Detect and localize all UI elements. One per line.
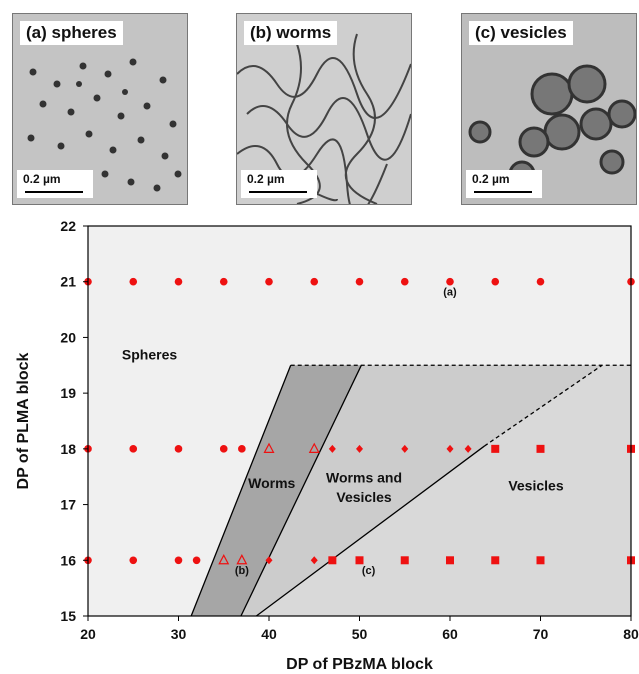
sphere-marker — [536, 277, 545, 286]
sphere-marker — [238, 445, 246, 453]
x-tick-label: 40 — [261, 626, 277, 642]
sphere-marker — [192, 556, 201, 565]
region-label: Vesicles — [508, 478, 563, 494]
chart-axes: 20 30 40 50 60 70 80 15 16 17 18 19 20 21 22 DP of PBzM… — [15, 218, 639, 673]
x-tick-label: 30 — [171, 626, 187, 642]
worm-marker — [218, 554, 230, 565]
y-tick-label: 21 — [60, 274, 76, 290]
region-label: Worms — [248, 475, 295, 491]
x-tick-label: 50 — [352, 626, 368, 642]
worms-vesicles-marker — [328, 444, 336, 453]
scale-bar-spheres: 0.2 µm — [17, 170, 93, 198]
panel-label-vesicles: (c) vesicles — [469, 21, 573, 45]
point-label: (b) — [235, 565, 249, 577]
panel-label-spheres: (a) spheres — [20, 21, 123, 45]
y-tick-label: 17 — [60, 497, 76, 513]
worm-marker — [236, 554, 248, 565]
sphere-marker — [446, 277, 454, 286]
vesicle-marker — [491, 556, 500, 565]
sphere-marker — [129, 445, 138, 453]
worms-vesicles-marker — [401, 444, 409, 453]
y-tick-label: 16 — [60, 552, 76, 568]
point-label: (a) — [443, 287, 457, 299]
point-label: (c) — [362, 565, 376, 577]
sphere-marker — [174, 556, 183, 565]
region-label: Vesicles — [336, 489, 391, 505]
scale-bar-vesicles: 0.2 µm — [466, 170, 542, 198]
region-vesicles — [256, 365, 631, 616]
tem-panel-vesicles: (c) vesicles 0.2 µm — [461, 13, 637, 205]
region-worms-vesicles — [240, 365, 603, 616]
y-tick-label: 19 — [60, 385, 76, 401]
boundary-line-0 — [190, 365, 292, 617]
y-tick-label: 22 — [60, 218, 76, 234]
phase-boundaries — [190, 364, 631, 617]
boundary-line-2 — [240, 365, 362, 617]
sphere-marker — [219, 445, 228, 453]
x-tick-label: 80 — [623, 626, 639, 642]
sphere-marker — [265, 277, 273, 286]
y-tick-label: 20 — [60, 329, 76, 345]
region-worms — [191, 365, 362, 616]
x-tick-label: 20 — [80, 626, 96, 642]
vesicle-marker — [536, 556, 545, 565]
x-axis-label: DP of PBzMA block — [286, 656, 433, 673]
vesicle-marker — [328, 556, 337, 565]
y-axis-label: DP of PLMA block — [15, 352, 32, 489]
scale-bar-label: 0.2 µm — [472, 172, 510, 186]
data-markers — [84, 277, 635, 565]
boundary-line-4 — [484, 364, 603, 447]
scale-bar-label: 0.2 µm — [247, 172, 285, 186]
vesicle-marker — [536, 444, 545, 453]
tem-panel-worms: (b) worms 0.2 µm — [236, 13, 412, 205]
worms-vesicles-marker — [310, 556, 318, 565]
worm-marker — [308, 442, 320, 453]
sphere-marker — [174, 445, 183, 453]
sphere-marker — [129, 277, 138, 286]
region-label: Spheres — [122, 347, 177, 363]
worms-vesicles-marker — [464, 444, 472, 453]
vesicle-marker — [400, 556, 409, 565]
panel-label-worms: (b) worms — [244, 21, 338, 45]
vesicle-marker — [355, 556, 364, 565]
region-label: Worms and — [326, 469, 402, 485]
sphere-marker — [129, 556, 138, 565]
sphere-marker — [355, 277, 364, 286]
sphere-marker — [219, 277, 228, 286]
worms-vesicles-marker — [265, 556, 273, 565]
x-tick-label: 60 — [442, 626, 458, 642]
sphere-marker — [310, 277, 319, 286]
y-tick-label: 15 — [60, 608, 76, 624]
y-tick-label: 18 — [60, 441, 76, 457]
phase-regions — [88, 226, 631, 616]
boundary-line-3 — [255, 445, 485, 617]
tem-panel-spheres: (a) spheres 0.2 µm — [12, 13, 188, 205]
worms-vesicles-marker — [446, 444, 454, 453]
x-tick-label: 70 — [533, 626, 549, 642]
vesicle-marker — [491, 444, 500, 453]
sphere-marker — [491, 277, 500, 286]
chart-labels: Spheres Worms Worms and Vesicles Vesicles (a)… — [122, 287, 564, 578]
worm-marker — [263, 442, 275, 453]
worms-vesicles-marker — [356, 444, 363, 453]
scale-bar-label: 0.2 µm — [23, 172, 61, 186]
vesicle-marker — [446, 556, 454, 565]
sphere-marker — [400, 277, 409, 286]
scale-bar-worms: 0.2 µm — [241, 170, 317, 198]
phase-diagram-chart: 20 30 40 50 60 70 80 15 16 17 18 19 20 21 22 DP of PBzM… — [15, 218, 639, 673]
sphere-marker — [174, 277, 183, 286]
